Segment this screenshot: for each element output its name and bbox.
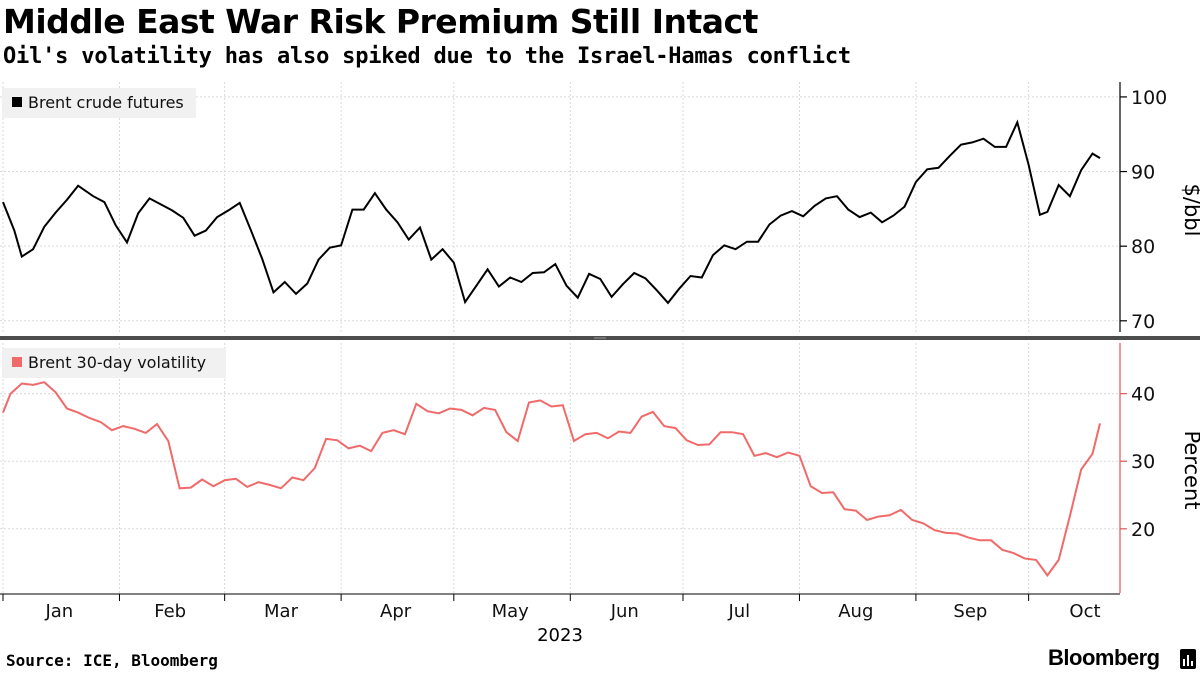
- brent-y-ticks: 70 80 90 100: [1120, 87, 1167, 333]
- volatility-y-tick-label: 20: [1131, 519, 1155, 541]
- x-axis-month-label: Sep: [953, 601, 987, 622]
- bloomberg-logo: Bloomberg: [1048, 645, 1160, 670]
- x-axis-month-label: Oct: [1069, 601, 1100, 622]
- brent-y-axis-title: $/bbl: [1180, 184, 1200, 237]
- x-axis-year: 2023: [537, 625, 583, 646]
- x-axis-month-label: May: [492, 601, 530, 622]
- volatility-legend-swatch: [12, 357, 22, 367]
- x-axis-month-label: Jan: [44, 601, 73, 622]
- bloomberg-chart-icon: [1180, 649, 1196, 669]
- x-axis-ticks: Jan Feb Mar Apr May Jun Jul Aug Sep Oct: [2, 594, 1101, 622]
- brent-y-tick-label: 100: [1131, 87, 1167, 109]
- brent-series-line: [2, 119, 1101, 305]
- x-axis-month-label: Jul: [727, 601, 750, 622]
- volatility-y-ticks: 20 30 40: [1120, 384, 1155, 541]
- volatility-legend-background: [2, 348, 226, 378]
- brent-y-tick-label: 80: [1131, 236, 1155, 258]
- source-note: Source: ICE, Bloomberg: [6, 651, 218, 670]
- x-axis-month-label: Apr: [380, 601, 412, 622]
- brent-legend-swatch: [12, 97, 22, 107]
- x-axis-month-label: Jun: [610, 601, 639, 622]
- volatility-grid: [0, 343, 1120, 593]
- volatility-legend: Brent 30-day volatility: [2, 348, 226, 378]
- x-axis-month-label: Mar: [264, 601, 299, 622]
- brent-y-tick-label: 90: [1131, 162, 1155, 184]
- x-axis-month-label: Aug: [838, 601, 873, 622]
- volatility-y-tick-label: 40: [1131, 384, 1155, 406]
- volatility-y-axis-title: Percent: [1180, 430, 1200, 509]
- chart-subtitle: Oil's volatility has also spiked due to …: [3, 44, 851, 69]
- volatility-y-tick-label: 30: [1131, 451, 1155, 473]
- brent-y-tick-label: 70: [1131, 311, 1155, 333]
- brent-legend-background: [2, 88, 196, 118]
- brent-legend-label: Brent crude futures: [28, 93, 184, 112]
- volatility-series-line: [2, 381, 1101, 578]
- brent-legend: Brent crude futures: [2, 88, 196, 118]
- volatility-legend-label: Brent 30-day volatility: [28, 353, 206, 372]
- chart-title: Middle East War Risk Premium Still Intac…: [3, 2, 758, 41]
- brent-grid: [0, 82, 1120, 332]
- x-axis-month-label: Feb: [154, 601, 186, 622]
